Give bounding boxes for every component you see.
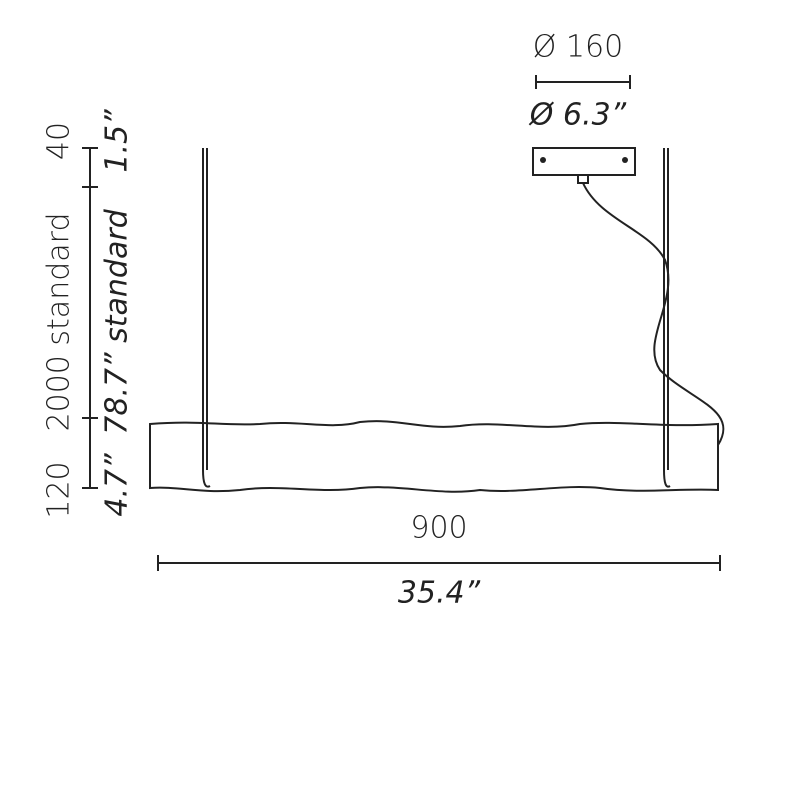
canopy-screw — [622, 157, 628, 163]
suspension-right — [663, 148, 671, 488]
width-imperial: 35.4” — [398, 576, 481, 611]
cable-metric: 2000 standard — [42, 213, 77, 432]
diameter-imperial: Ø 6.3” — [528, 98, 627, 133]
top-imperial: 1.5” — [100, 109, 135, 173]
body-metric: 120 — [42, 461, 77, 518]
top-metric: 40 — [42, 122, 77, 160]
body — [149, 420, 719, 493]
cable-gland — [577, 174, 589, 184]
width-metric: 900 — [410, 511, 467, 546]
suspension-left — [202, 148, 211, 488]
height-line — [82, 147, 98, 489]
canopy-screw — [540, 157, 546, 163]
diameter-metric: Ø 160 — [533, 30, 623, 65]
width-line — [157, 555, 721, 571]
canopy — [532, 147, 636, 176]
body-imperial: 4.7” — [100, 453, 135, 517]
diameter-line — [535, 75, 631, 89]
cable-imperial: 78.7” standard — [100, 208, 135, 434]
power-cable — [582, 182, 725, 446]
